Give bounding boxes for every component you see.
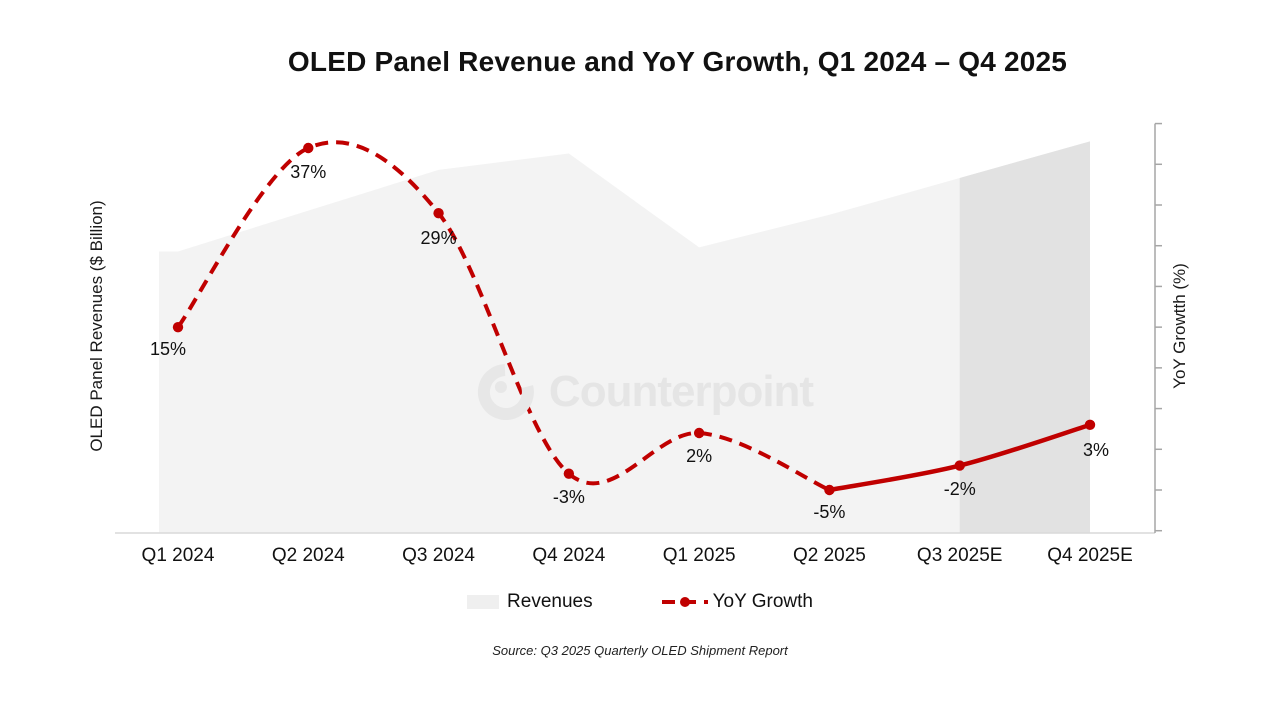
yoy-data-point bbox=[1084, 419, 1096, 431]
x-axis-label: Q2 2025 bbox=[792, 545, 866, 566]
x-axis-label: Q2 2024 bbox=[271, 545, 345, 566]
legend-revenues-swatch bbox=[467, 595, 500, 609]
legend: Revenues YoY Growth bbox=[0, 591, 1280, 613]
yoy-point-label: 29% bbox=[420, 228, 457, 249]
yoy-point-label: -3% bbox=[552, 486, 585, 507]
chart-title: OLED Panel Revenue and YoY Growth, Q1 20… bbox=[287, 46, 1068, 77]
yoy-data-point bbox=[824, 484, 835, 496]
legend-yoy-label: YoY Growth bbox=[712, 591, 813, 612]
yoy-point-label: -5% bbox=[813, 502, 846, 522]
yoy-point-label: 3% bbox=[1082, 439, 1109, 460]
x-axis-label: Q4 2025E bbox=[1047, 545, 1133, 566]
legend-item-yoy: YoY Growth bbox=[661, 591, 813, 613]
yoy-point-label: 15% bbox=[149, 339, 187, 360]
yoy-data-point bbox=[954, 460, 965, 471]
revenues-area bbox=[159, 141, 1090, 533]
yoy-data-point bbox=[433, 207, 444, 219]
x-axis-label: Q1 2024 bbox=[141, 545, 215, 566]
legend-item-revenues: Revenues bbox=[467, 591, 593, 613]
legend-yoy-swatch bbox=[661, 597, 708, 607]
yoy-point-label: 37% bbox=[290, 162, 327, 182]
yoy-data-point bbox=[693, 427, 705, 439]
x-axis-label: Q1 2025 bbox=[662, 545, 736, 566]
x-axis-label: Q3 2025E bbox=[916, 545, 1003, 566]
yoy-data-point bbox=[563, 468, 575, 479]
x-axis-label: Q4 2024 bbox=[532, 545, 606, 566]
legend-revenues-label: Revenues bbox=[507, 591, 593, 612]
yoy-point-label: -2% bbox=[943, 478, 976, 499]
yoy-point-label: 2% bbox=[686, 446, 713, 466]
source-note: Source: Q3 2025 Quarterly OLED Shipment … bbox=[492, 643, 788, 658]
x-axis-label: Q3 2024 bbox=[402, 545, 476, 566]
forecast-shaded-area bbox=[959, 141, 1090, 533]
yoy-data-point bbox=[303, 142, 314, 154]
yoy-data-point bbox=[172, 321, 184, 333]
